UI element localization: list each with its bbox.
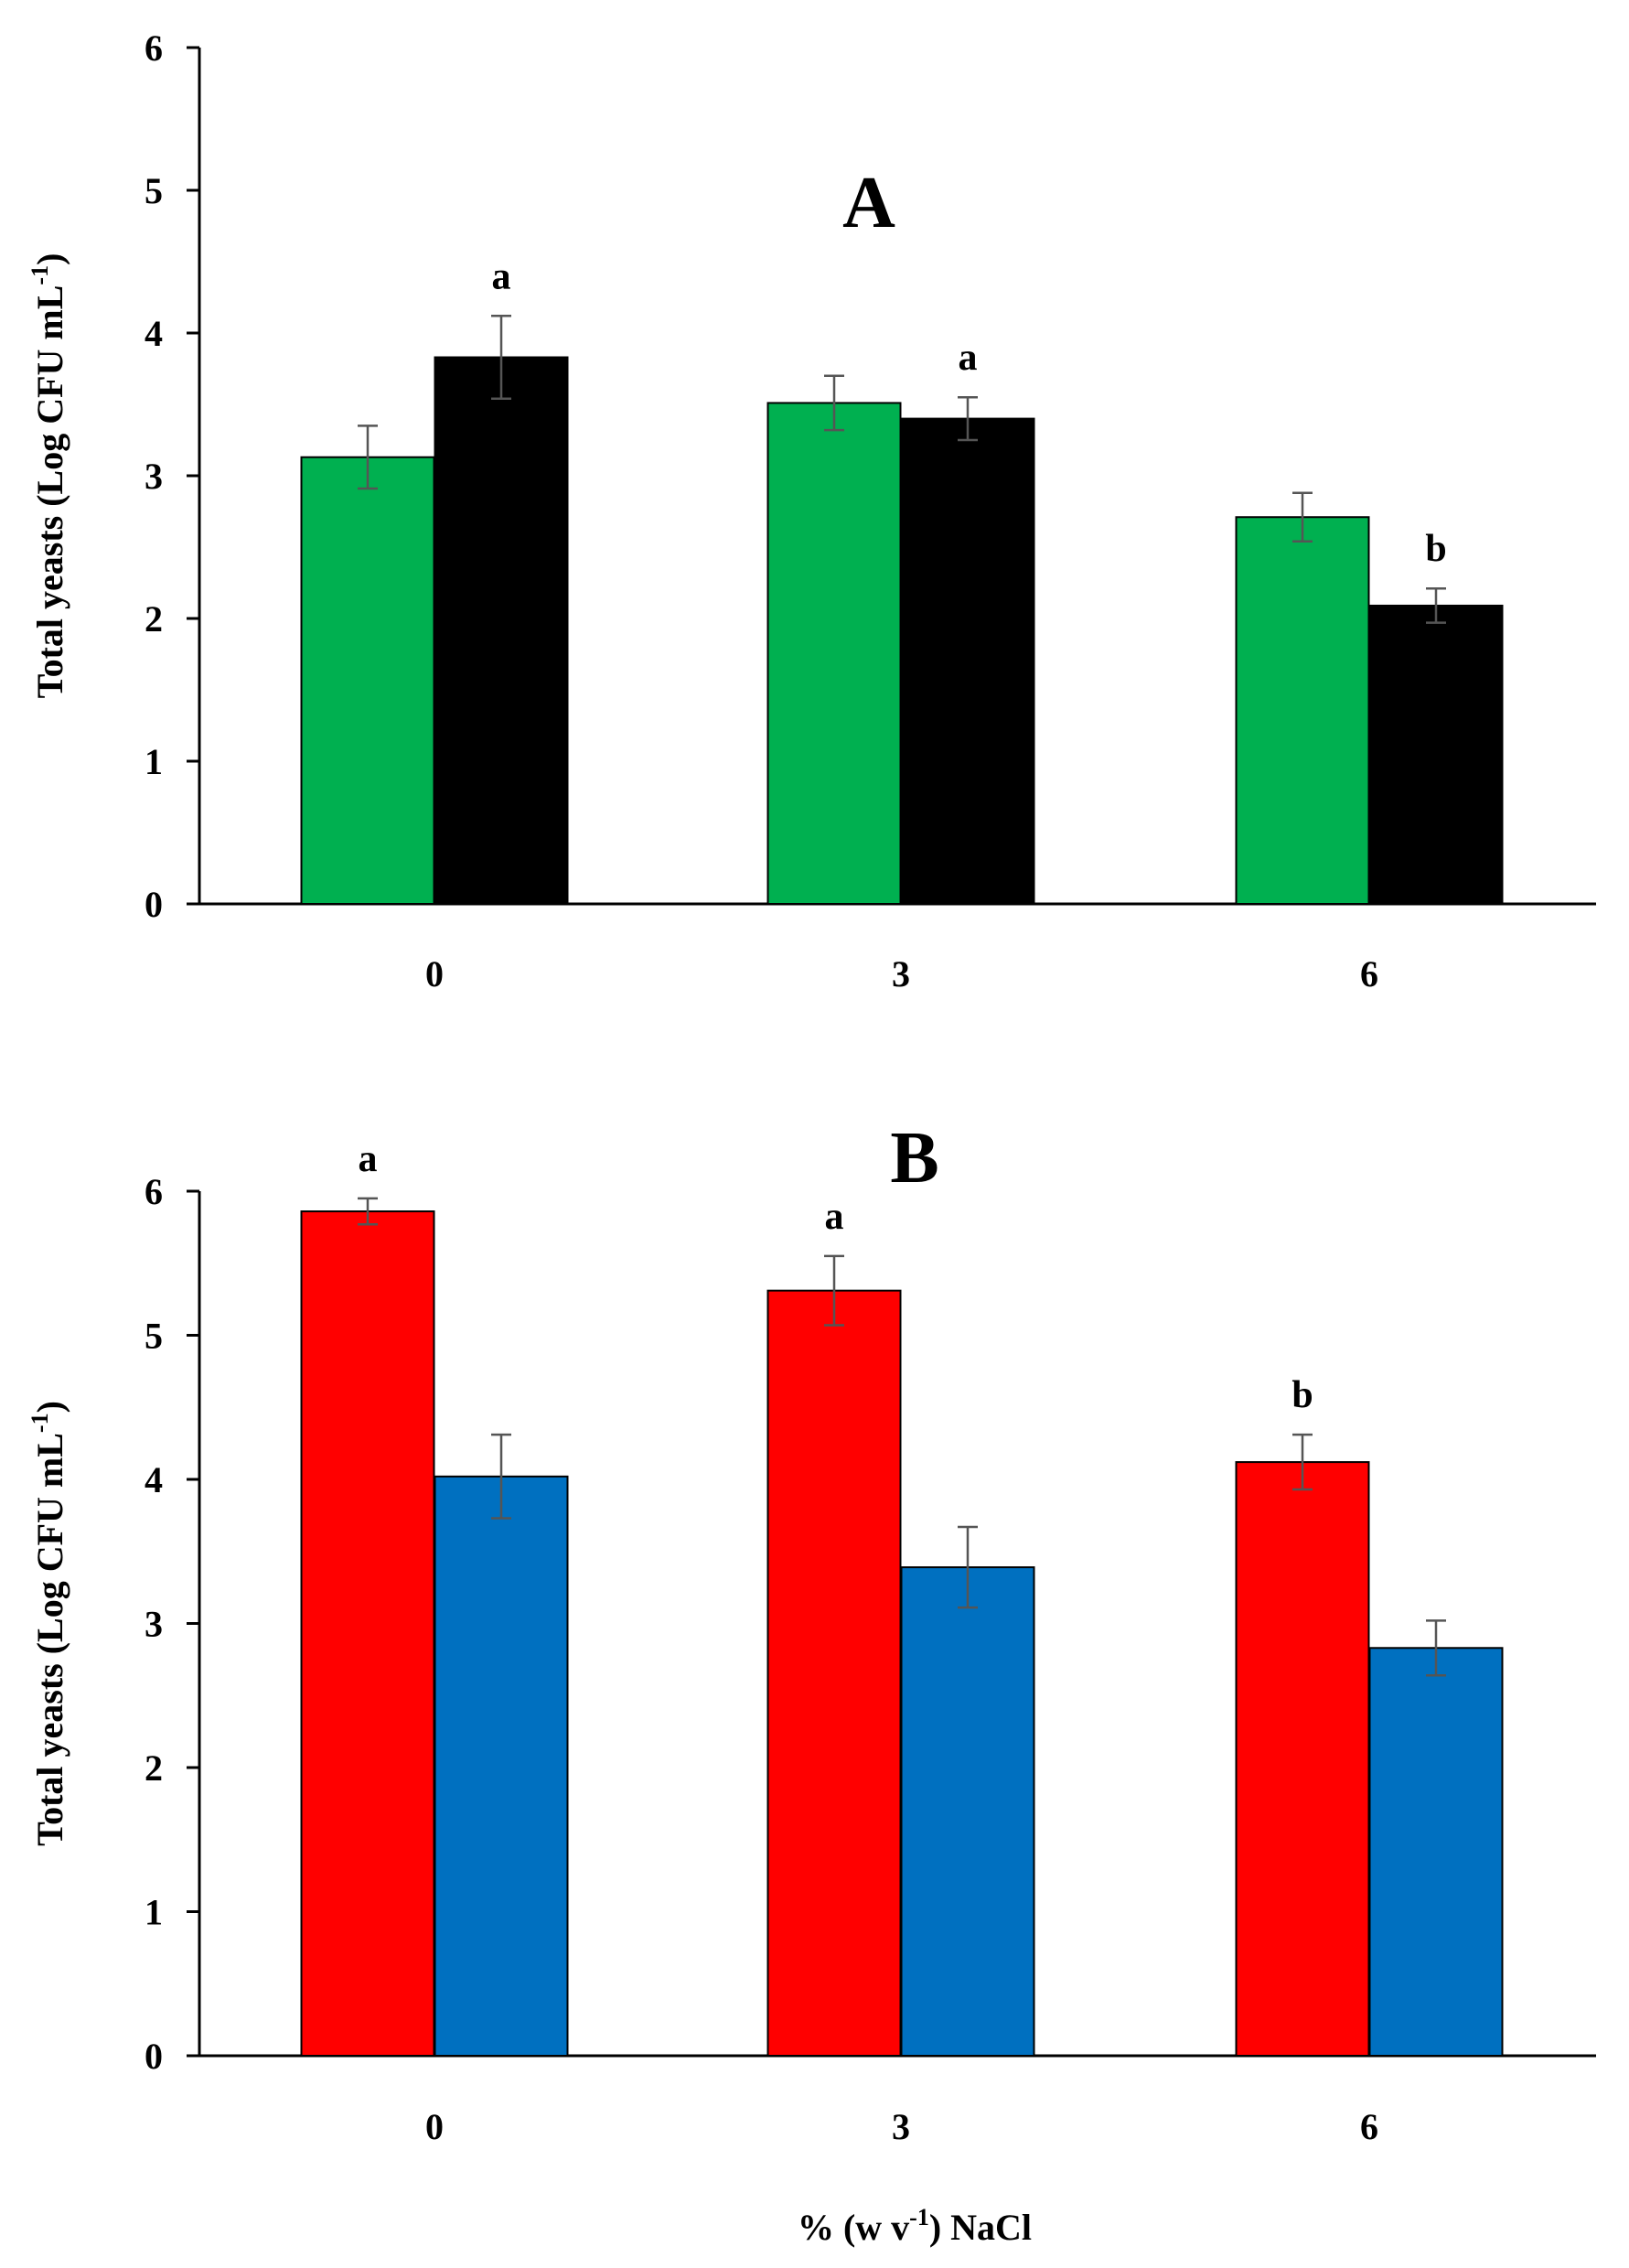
bar	[900, 1566, 1035, 2057]
error-bar	[824, 374, 844, 432]
y-axis-label-sup: -1	[27, 265, 53, 285]
y-tick-label: 3	[145, 456, 163, 497]
panel-title: B	[890, 1118, 938, 1198]
y-tick-label: 4	[145, 313, 163, 354]
error-bar	[491, 315, 511, 401]
x-category-label: 6	[1360, 953, 1378, 994]
chart-panel-a: 0 1 2 3 4 5 6 0 3 6 a a b A Total yeasts (Log CFU mL-1…	[27, 27, 1596, 994]
bar	[766, 1289, 902, 2058]
y-tick-label: 1	[145, 1892, 163, 1933]
y-axis-label-main: Total yeasts (Log CFU mL	[29, 1433, 70, 1846]
error-bar	[1292, 491, 1313, 543]
y-tick-label: 2	[145, 1747, 163, 1789]
bar	[434, 356, 569, 905]
y-axis-label-end: )	[29, 253, 70, 265]
bar	[1235, 1461, 1370, 2057]
y-tick-label: 2	[145, 598, 163, 640]
significance-letter: a	[359, 1138, 378, 1180]
y-axis-label: Total yeasts (Log CFU mL-1)	[27, 1401, 70, 1846]
y-tick-label: 5	[145, 170, 163, 211]
bar	[1235, 516, 1370, 905]
error-bar	[958, 395, 978, 442]
bar	[300, 1210, 435, 2058]
y-tick-label: 4	[145, 1459, 163, 1500]
y-tick-label: 3	[145, 1604, 163, 1645]
bar	[434, 1475, 569, 2057]
significance-letter: a	[825, 1196, 844, 1238]
x-axis-label: % (w v-1) NaCl	[798, 2204, 1032, 2248]
bar	[1368, 1647, 1504, 2058]
x-axis-label-main: % (w v	[798, 2207, 909, 2248]
x-category-label: 0	[425, 2106, 444, 2147]
bar	[900, 417, 1035, 906]
x-axis-label-end: ) NaCl	[929, 2207, 1032, 2248]
error-bar	[358, 425, 378, 490]
error-bar	[1426, 1619, 1446, 1677]
x-category-label: 0	[425, 953, 444, 994]
y-tick-label: 5	[145, 1316, 163, 1357]
y-tick-label: 6	[145, 27, 163, 69]
error-bar	[824, 1254, 844, 1327]
error-bar	[1292, 1433, 1313, 1491]
error-bar	[491, 1433, 511, 1520]
panel-title: A	[842, 163, 895, 243]
y-tick-label: 0	[145, 2036, 163, 2077]
y-axis-label: Total yeasts (Log CFU mL-1)	[27, 253, 70, 699]
significance-letter: a	[492, 255, 511, 297]
bar	[300, 456, 435, 905]
error-bar	[358, 1197, 378, 1226]
significance-letter: a	[959, 337, 978, 379]
y-tick-label: 0	[145, 884, 163, 925]
y-axis-label-end: )	[29, 1401, 70, 1413]
bar	[1368, 604, 1504, 906]
y-tick-label: 1	[145, 741, 163, 782]
significance-letter: b	[1425, 528, 1446, 570]
y-tick-label: 6	[145, 1171, 163, 1212]
y-axis-label-main: Total yeasts (Log CFU mL	[29, 285, 70, 699]
y-axis-label-sup: -1	[27, 1413, 53, 1433]
x-category-label: 3	[892, 953, 910, 994]
x-axis-label-sup: -1	[909, 2204, 929, 2230]
x-category-label: 6	[1360, 2106, 1378, 2147]
bar	[766, 402, 902, 905]
x-category-label: 3	[892, 2106, 910, 2147]
error-bar	[958, 1525, 978, 1609]
error-bar	[1426, 586, 1446, 624]
significance-letter: b	[1291, 1374, 1313, 1416]
